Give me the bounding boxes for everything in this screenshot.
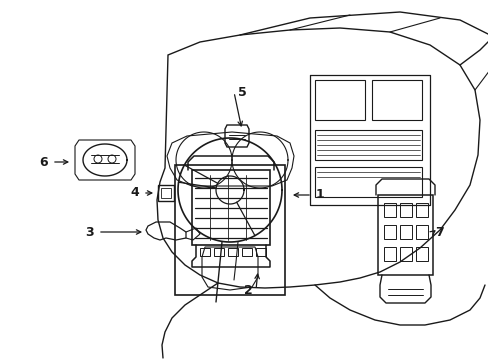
Text: 4: 4 [130,186,139,199]
Bar [383,247,395,261]
Bar [399,203,411,217]
Text: 1: 1 [315,189,324,202]
Bar [371,80,421,120]
Bar [314,80,364,120]
Bar [399,225,411,239]
Bar [399,247,411,261]
Bar [227,248,238,256]
Bar [242,248,251,256]
Text: 6: 6 [40,156,48,168]
Text: 5: 5 [237,85,246,99]
Text: 2: 2 [243,284,252,297]
Bar [175,165,285,295]
Bar [415,247,427,261]
Bar [256,248,265,256]
Bar [200,248,209,256]
Bar [314,130,421,160]
Bar [377,195,432,275]
Bar [192,170,269,245]
Text: 3: 3 [85,225,94,238]
Bar [383,225,395,239]
Bar [158,185,174,201]
Text: 7: 7 [435,226,444,239]
Bar [161,188,171,198]
Bar [415,203,427,217]
Bar [214,248,224,256]
Bar [314,167,421,197]
Bar [383,203,395,217]
Bar [415,225,427,239]
